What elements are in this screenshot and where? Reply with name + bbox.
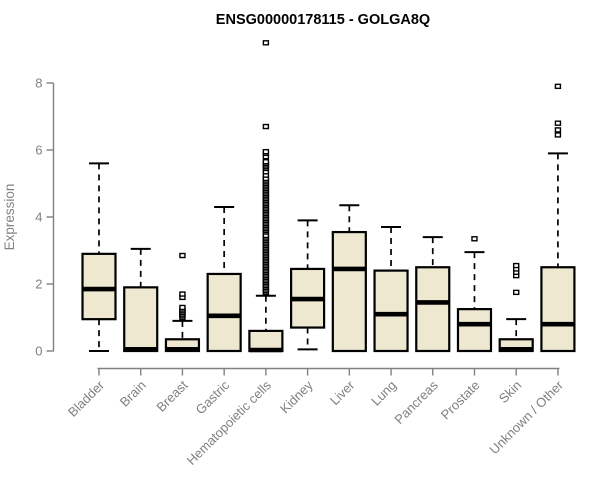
box-Pancreas [415,266,451,353]
box-Bladder [81,252,117,321]
box-Brain [123,286,159,353]
outlier-point [179,252,186,259]
x-tick-label: Skin [496,378,524,406]
y-axis-title: Expression [2,184,17,251]
outlier-point [513,289,520,296]
y-tick-label: 0 [35,344,42,359]
x-tick-label: Gastric [193,377,233,417]
outlier-point [179,304,186,311]
y-tick-label: 4 [35,210,42,225]
x-tick-label: Prostate [438,378,483,423]
outlier-point [179,291,186,297]
outlier-point [262,40,270,46]
outlier-point [554,83,562,90]
outlier-point [554,127,562,133]
box-Unknown / Other [540,266,576,353]
box-Gastric [206,272,242,353]
x-tick-label: Unknown / Other [486,377,566,457]
x-tick-label: Kidney [277,377,316,416]
outlier-point [471,236,478,242]
x-tick-label: Breast [153,377,190,414]
box-Lung [373,269,409,353]
outlier-point [513,262,520,269]
x-tick-label: Pancreas [391,377,441,427]
box-Prostate [456,308,493,353]
chart-title: ENSG00000178115 - GOLGA8Q [216,12,430,28]
y-tick-label: 6 [35,143,42,158]
box-Liver [331,230,367,353]
outlier-point [262,159,270,165]
outlier-point [554,120,562,126]
x-tick-label: Brain [117,378,149,410]
outlier-point [262,123,270,130]
x-tick-label: Lung [368,378,399,409]
outlier-point [554,132,562,138]
x-tick-label: Liver [327,377,358,408]
y-tick-label: 8 [35,76,42,91]
y-tick-label: 2 [35,277,42,292]
x-tick-label: Bladder [65,377,108,420]
outlier-point [262,148,270,155]
